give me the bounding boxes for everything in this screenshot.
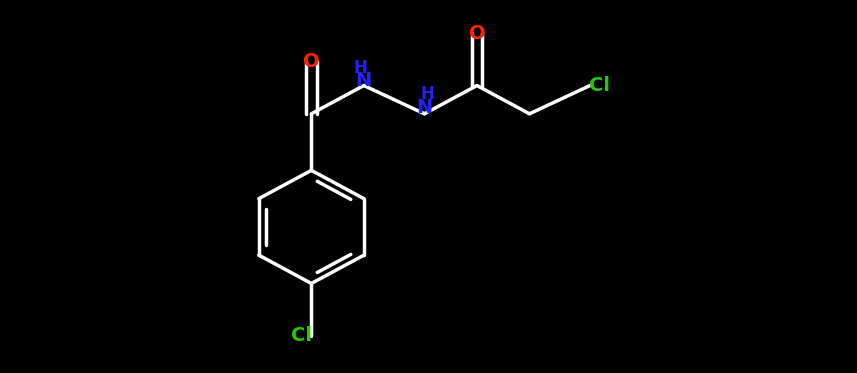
Text: O: O xyxy=(303,52,320,71)
Text: Cl: Cl xyxy=(590,76,610,95)
Text: Cl: Cl xyxy=(291,326,312,345)
Text: H: H xyxy=(421,85,434,103)
Text: H: H xyxy=(354,59,368,77)
Text: N: N xyxy=(417,98,433,117)
Text: N: N xyxy=(356,71,372,90)
Text: O: O xyxy=(469,23,485,43)
